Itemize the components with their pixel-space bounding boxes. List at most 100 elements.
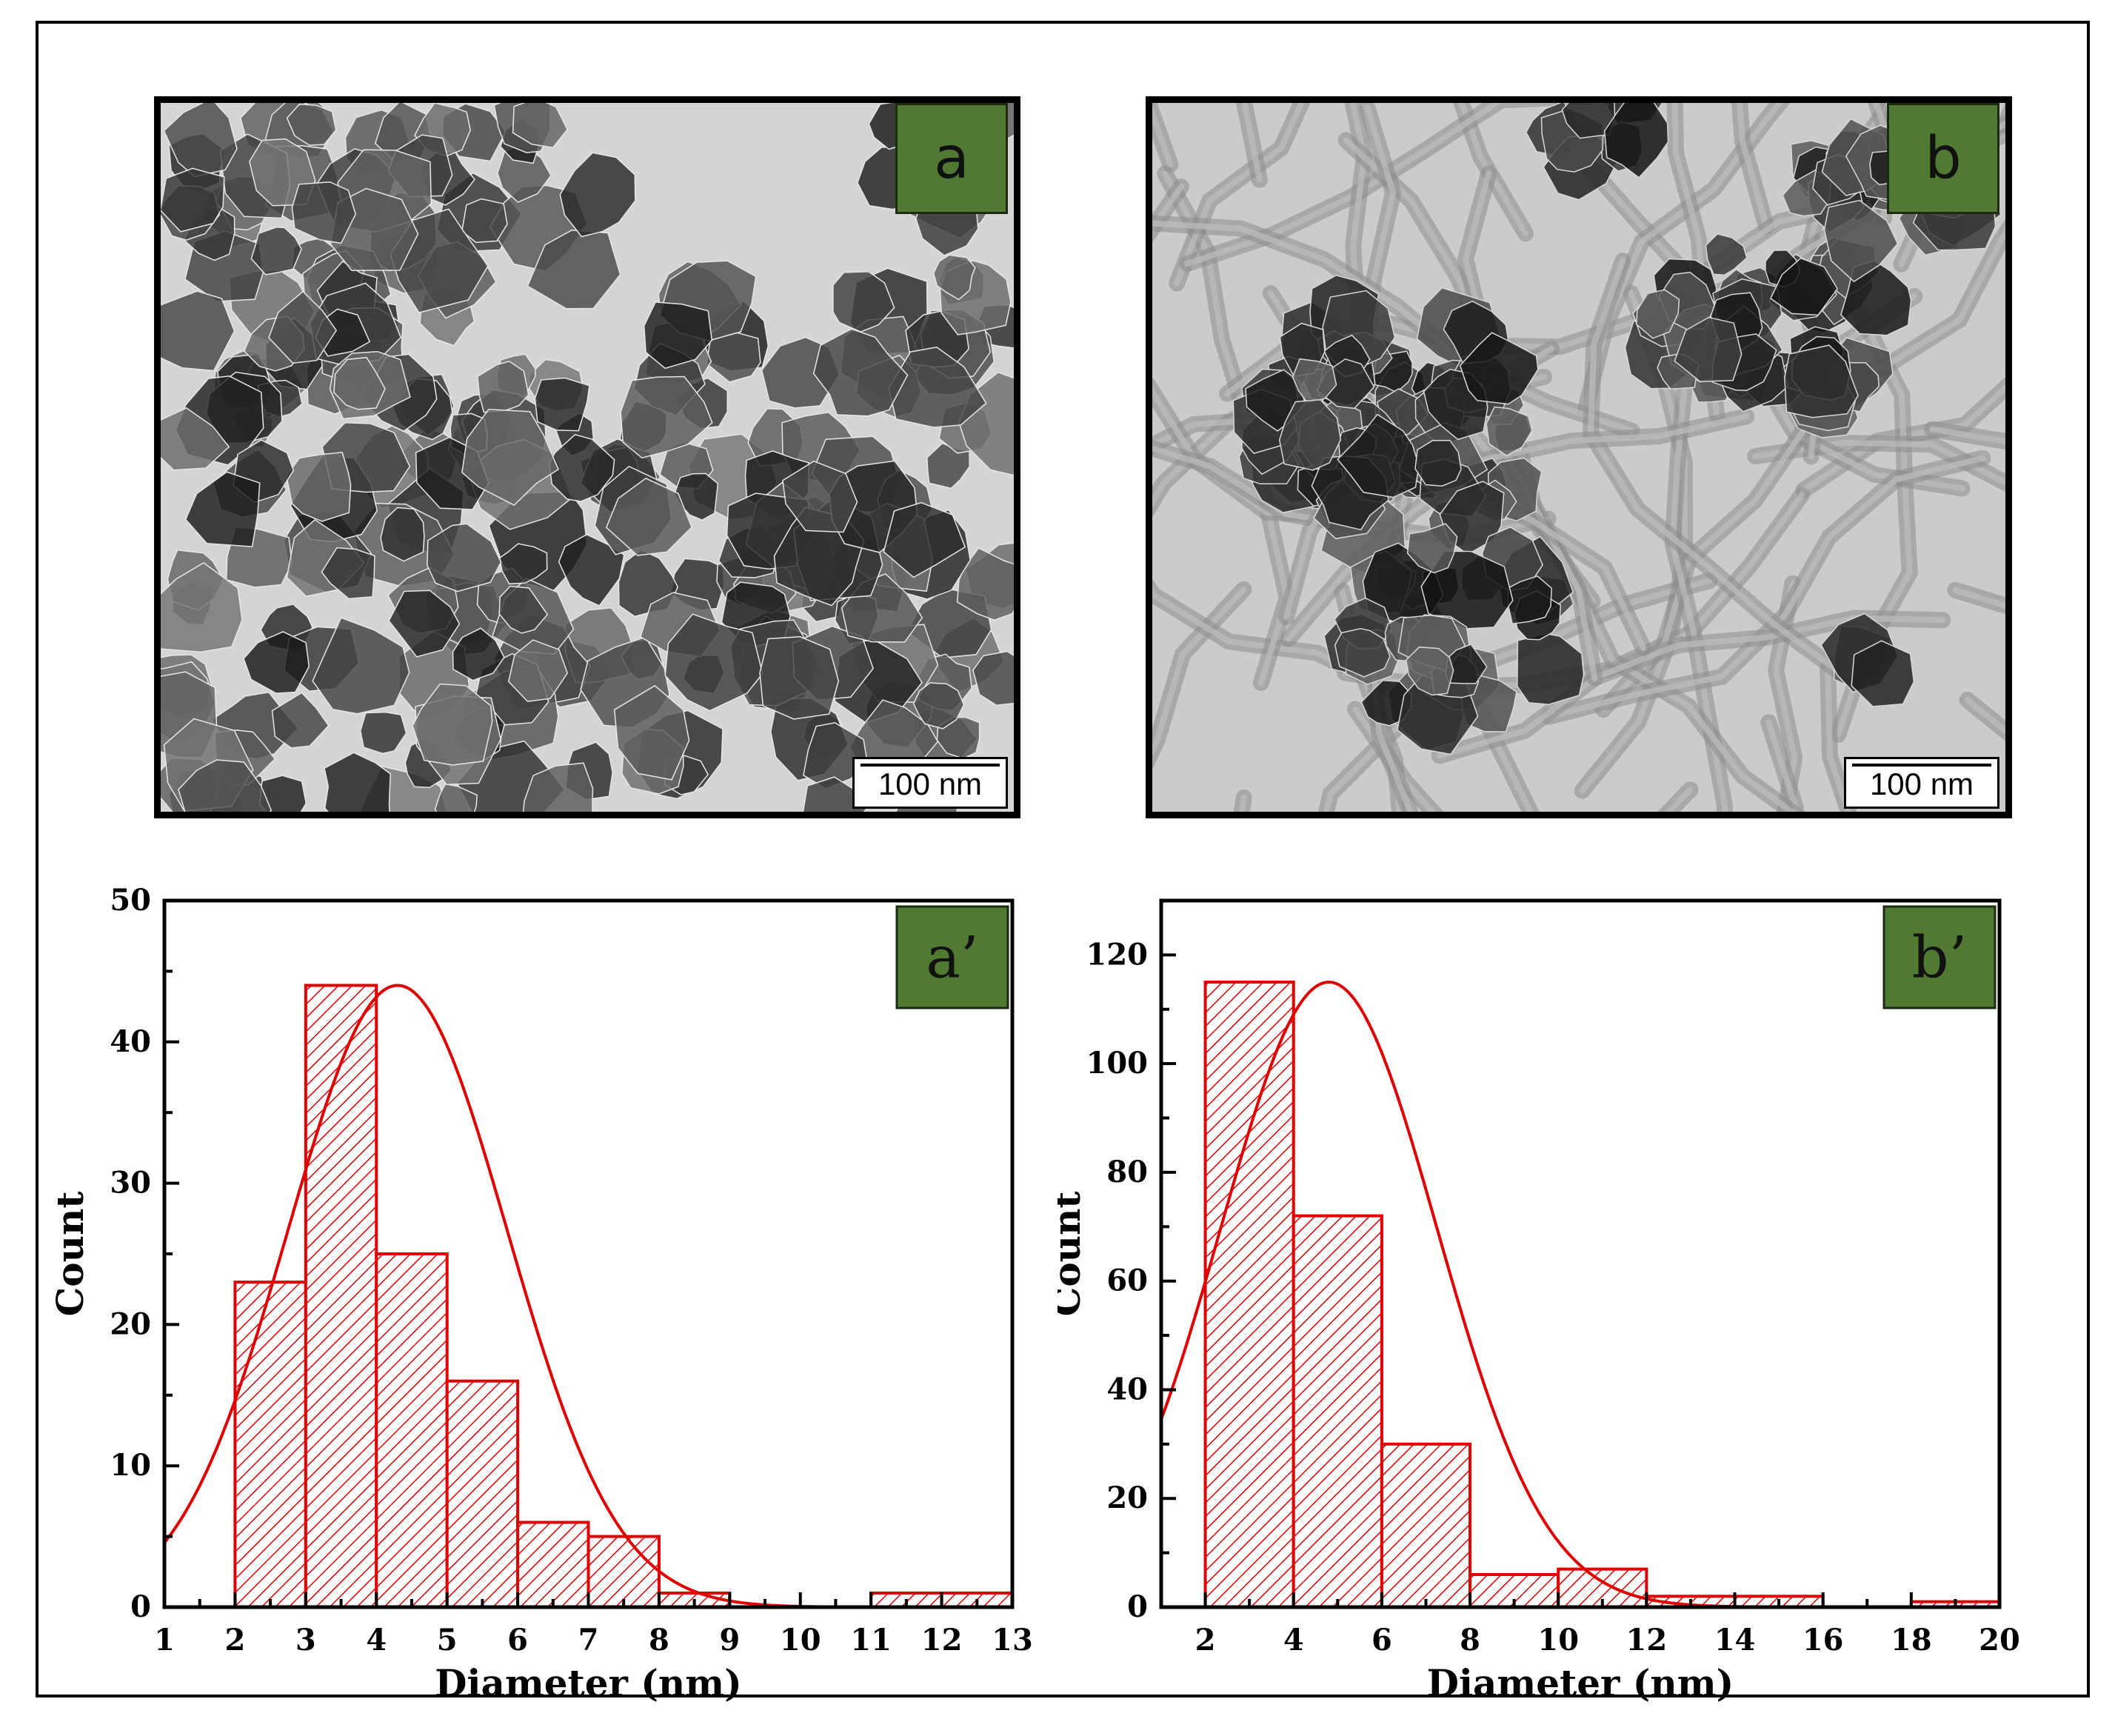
y-axis-title: Count	[1058, 1192, 1089, 1317]
tem-image-b: b 100 nm	[1146, 96, 2012, 818]
tem-particle	[333, 356, 386, 410]
nanotube-core	[1285, 413, 1750, 642]
tem-particle	[1414, 439, 1462, 487]
x-tick-label: 8	[1460, 1623, 1480, 1657]
scale-bar-label-a: 100 nm	[878, 767, 983, 801]
tem-particle	[291, 181, 357, 244]
tem-particle	[163, 103, 238, 178]
tem-particle	[498, 585, 549, 634]
tem-particle	[1420, 550, 1514, 630]
x-tick-label: 13	[992, 1623, 1033, 1657]
tem-particle	[812, 328, 909, 417]
y-tick-label: 10	[110, 1448, 151, 1483]
nanotube-core	[1458, 103, 1528, 237]
tem-particle	[832, 271, 895, 333]
panel-label: a’	[926, 925, 978, 992]
nanotube-core	[1152, 586, 1247, 758]
nanotube-core	[1587, 258, 1848, 680]
tem-particle	[1636, 289, 1680, 339]
tem-particle	[1278, 398, 1342, 471]
scale-bar-line-a	[861, 764, 1000, 767]
y-tick-label: 120	[1086, 937, 1149, 972]
tem-particle	[1405, 646, 1454, 696]
panel-label-a: a	[895, 103, 1008, 214]
x-tick-label: 2	[224, 1623, 245, 1657]
tem-particle	[559, 152, 636, 238]
tem-particle	[802, 776, 868, 812]
histogram-chart-b: 2 4 6 8 10 12 14 16 18 20 0 20 40 60 80 100 120 Diameter …	[1058, 898, 2020, 1705]
x-tick-label: 4	[366, 1623, 387, 1657]
histogram-bar	[587, 1535, 661, 1609]
x-tick-label: 16	[1802, 1623, 1844, 1657]
tem-particle	[178, 759, 273, 812]
tem-particle	[613, 684, 690, 781]
tem-particle	[1851, 640, 1915, 707]
tem-particle	[1823, 199, 1899, 283]
tem-particle	[412, 683, 493, 766]
x-tick-label: 3	[295, 1623, 316, 1657]
tem-particle	[286, 103, 337, 146]
tem-particle	[527, 230, 621, 310]
x-tick-label: 12	[1626, 1623, 1668, 1657]
panel-label: b’	[1912, 925, 1968, 992]
tem-particles-a	[161, 103, 1014, 812]
panel-label-box	[895, 905, 1009, 1009]
tem-particle	[461, 198, 508, 243]
scale-bar-line-b	[1852, 764, 1991, 767]
histogram-bar	[1380, 1442, 1472, 1609]
nanotube-core	[1737, 103, 1769, 230]
tem-particle	[268, 290, 338, 364]
histogram-bar	[516, 1520, 590, 1609]
x-tick-label: 6	[507, 1623, 528, 1657]
scale-bar-label-b: 100 nm	[1869, 767, 1974, 801]
x-tick-label: 10	[780, 1623, 821, 1657]
nanotube-core	[1773, 580, 1798, 812]
histogram-bar	[1292, 1214, 1383, 1609]
y-tick-label: 80	[1106, 1155, 1148, 1189]
tem-particle	[427, 523, 502, 592]
tem-particle	[522, 762, 594, 812]
tem-particle	[271, 692, 330, 749]
tem-particle	[912, 682, 965, 730]
tem-particle	[759, 636, 840, 720]
tem-image-a: a 100 nm	[154, 96, 1020, 818]
tem-particle	[782, 460, 858, 533]
tem-particle	[161, 562, 243, 653]
tem-particle	[605, 477, 692, 556]
tem-particle	[477, 361, 529, 413]
tem-particle	[512, 103, 568, 149]
x-axis-title: Diameter (nm)	[435, 1661, 742, 1705]
y-tick-label: 0	[130, 1589, 151, 1624]
x-tick-label: 14	[1714, 1623, 1756, 1657]
x-tick-label: 2	[1195, 1623, 1216, 1657]
y-tick-label: 60	[1106, 1263, 1148, 1298]
tem-particle	[359, 711, 407, 755]
panel-label-b: b	[1887, 103, 1999, 214]
tem-particle	[161, 167, 225, 233]
x-tick-label: 4	[1283, 1623, 1304, 1657]
nanotube-core	[1475, 704, 1534, 812]
tem-particle	[956, 547, 1014, 621]
tem-particle	[1603, 103, 1669, 178]
tem-particle	[243, 631, 310, 694]
histogram-bar	[233, 1281, 307, 1609]
nanotube-core	[1752, 439, 2005, 487]
tem-particle	[643, 301, 713, 370]
histogram-bar	[445, 1379, 520, 1609]
tem-particle	[534, 377, 590, 432]
histogram-bar	[375, 1252, 449, 1609]
tem-particles-b	[1152, 103, 2005, 812]
x-tick-label: 10	[1537, 1623, 1579, 1657]
y-tick-label: 100	[1086, 1046, 1149, 1081]
y-tick-label: 30	[110, 1166, 151, 1201]
tem-particle	[507, 639, 569, 702]
histogram-bar	[304, 984, 378, 1609]
y-tick-label: 0	[1127, 1589, 1148, 1624]
nanotube-core	[1669, 363, 1728, 812]
y-tick-label: 20	[1106, 1480, 1148, 1515]
tem-particle	[620, 375, 713, 459]
x-tick-label: 11	[850, 1623, 892, 1657]
x-tick-label: 8	[649, 1623, 669, 1657]
tem-particle	[1360, 679, 1412, 727]
